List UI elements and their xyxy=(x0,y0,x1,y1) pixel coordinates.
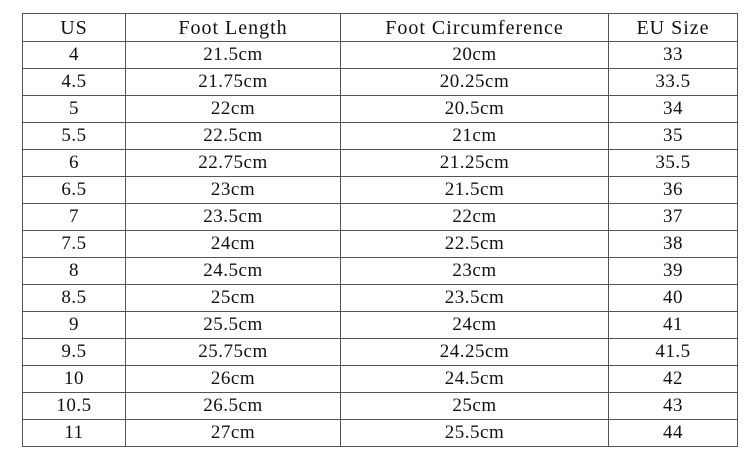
us-cell: 5 xyxy=(22,95,126,123)
eu-size-cell: 37 xyxy=(608,203,738,231)
us-cell: 7 xyxy=(22,203,126,231)
eu-size-cell: 36 xyxy=(608,176,738,204)
foot-length-cell: 23cm xyxy=(125,176,341,204)
table-row: 11 27cm 25.5cm 44 xyxy=(22,419,738,447)
foot-circumference-cell: 24.5cm xyxy=(340,365,609,393)
table-row: 9.5 25.75cm 24.25cm 41.5 xyxy=(22,338,738,366)
eu-size-cell: 38 xyxy=(608,230,738,258)
foot-length-cell: 22.75cm xyxy=(125,149,341,177)
table-row: 10 26cm 24.5cm 42 xyxy=(22,365,738,393)
foot-length-cell: 21.5cm xyxy=(125,41,341,69)
eu-size-cell: 40 xyxy=(608,284,738,312)
us-cell: 6 xyxy=(22,149,126,177)
table-row: 7 23.5cm 22cm 37 xyxy=(22,203,738,231)
eu-size-cell: 41.5 xyxy=(608,338,738,366)
us-cell: 5.5 xyxy=(22,122,126,150)
foot-length-cell: 22cm xyxy=(125,95,341,123)
table-row: 7.5 24cm 22.5cm 38 xyxy=(22,230,738,258)
us-cell: 7.5 xyxy=(22,230,126,258)
foot-circumference-cell: 22cm xyxy=(340,203,609,231)
foot-circumference-cell: 25.5cm xyxy=(340,419,609,447)
us-cell: 11 xyxy=(22,419,126,447)
foot-length-cell: 24cm xyxy=(125,230,341,258)
foot-circumference-cell: 22.5cm xyxy=(340,230,609,258)
foot-length-cell: 27cm xyxy=(125,419,341,447)
table-row: 6 22.75cm 21.25cm 35.5 xyxy=(22,149,738,177)
foot-circumference-cell: 23.5cm xyxy=(340,284,609,312)
foot-length-cell: 21.75cm xyxy=(125,68,341,96)
header-foot-length: Foot Length xyxy=(125,13,341,42)
eu-size-cell: 42 xyxy=(608,365,738,393)
foot-circumference-cell: 20.5cm xyxy=(340,95,609,123)
foot-length-cell: 22.5cm xyxy=(125,122,341,150)
header-eu-size: EU Size xyxy=(608,13,738,42)
eu-size-cell: 43 xyxy=(608,392,738,420)
foot-circumference-cell: 21cm xyxy=(340,122,609,150)
header-us: US xyxy=(22,13,126,42)
us-cell: 6.5 xyxy=(22,176,126,204)
foot-circumference-cell: 24cm xyxy=(340,311,609,339)
eu-size-cell: 33.5 xyxy=(608,68,738,96)
eu-size-cell: 35 xyxy=(608,122,738,150)
us-cell: 9 xyxy=(22,311,126,339)
foot-circumference-cell: 21.5cm xyxy=(340,176,609,204)
foot-circumference-cell: 25cm xyxy=(340,392,609,420)
table-row: 4.5 21.75cm 20.25cm 33.5 xyxy=(22,68,738,96)
size-chart-table: US Foot Length Foot Circumference EU Siz… xyxy=(22,13,738,447)
table-row: 5.5 22.5cm 21cm 35 xyxy=(22,122,738,150)
us-cell: 4 xyxy=(22,41,126,69)
us-cell: 10.5 xyxy=(22,392,126,420)
table-row: 9 25.5cm 24cm 41 xyxy=(22,311,738,339)
us-cell: 4.5 xyxy=(22,68,126,96)
eu-size-cell: 34 xyxy=(608,95,738,123)
foot-circumference-cell: 20.25cm xyxy=(340,68,609,96)
eu-size-cell: 41 xyxy=(608,311,738,339)
table-row: 10.5 26.5cm 25cm 43 xyxy=(22,392,738,420)
table-row: 8.5 25cm 23.5cm 40 xyxy=(22,284,738,312)
eu-size-cell: 39 xyxy=(608,257,738,285)
foot-circumference-cell: 20cm xyxy=(340,41,609,69)
foot-circumference-cell: 21.25cm xyxy=(340,149,609,177)
eu-size-cell: 44 xyxy=(608,419,738,447)
us-cell: 9.5 xyxy=(22,338,126,366)
header-foot-circumference: Foot Circumference xyxy=(340,13,609,42)
foot-length-cell: 25.5cm xyxy=(125,311,341,339)
foot-circumference-cell: 23cm xyxy=(340,257,609,285)
foot-length-cell: 25cm xyxy=(125,284,341,312)
eu-size-cell: 35.5 xyxy=(608,149,738,177)
table-row: 5 22cm 20.5cm 34 xyxy=(22,95,738,123)
eu-size-cell: 33 xyxy=(608,41,738,69)
us-cell: 10 xyxy=(22,365,126,393)
us-cell: 8.5 xyxy=(22,284,126,312)
table-row: 4 21.5cm 20cm 33 xyxy=(22,41,738,69)
foot-circumference-cell: 24.25cm xyxy=(340,338,609,366)
foot-length-cell: 25.75cm xyxy=(125,338,341,366)
foot-length-cell: 26cm xyxy=(125,365,341,393)
foot-length-cell: 26.5cm xyxy=(125,392,341,420)
header-row: US Foot Length Foot Circumference EU Siz… xyxy=(22,13,738,42)
us-cell: 8 xyxy=(22,257,126,285)
foot-length-cell: 24.5cm xyxy=(125,257,341,285)
foot-length-cell: 23.5cm xyxy=(125,203,341,231)
table-row: 8 24.5cm 23cm 39 xyxy=(22,257,738,285)
table-row: 6.5 23cm 21.5cm 36 xyxy=(22,176,738,204)
